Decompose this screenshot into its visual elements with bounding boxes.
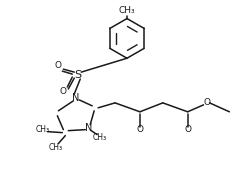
Text: CH₃: CH₃: [48, 143, 62, 152]
Text: CH₃: CH₃: [35, 125, 50, 134]
Text: N: N: [72, 93, 79, 103]
Text: O: O: [203, 98, 210, 107]
Text: O: O: [55, 61, 62, 70]
Text: CH₃: CH₃: [119, 6, 135, 15]
Text: O: O: [136, 125, 143, 134]
Text: CH₃: CH₃: [93, 133, 107, 142]
Text: S: S: [75, 70, 82, 80]
Text: N: N: [84, 123, 92, 133]
Text: O: O: [184, 125, 191, 134]
Text: O: O: [60, 88, 67, 97]
